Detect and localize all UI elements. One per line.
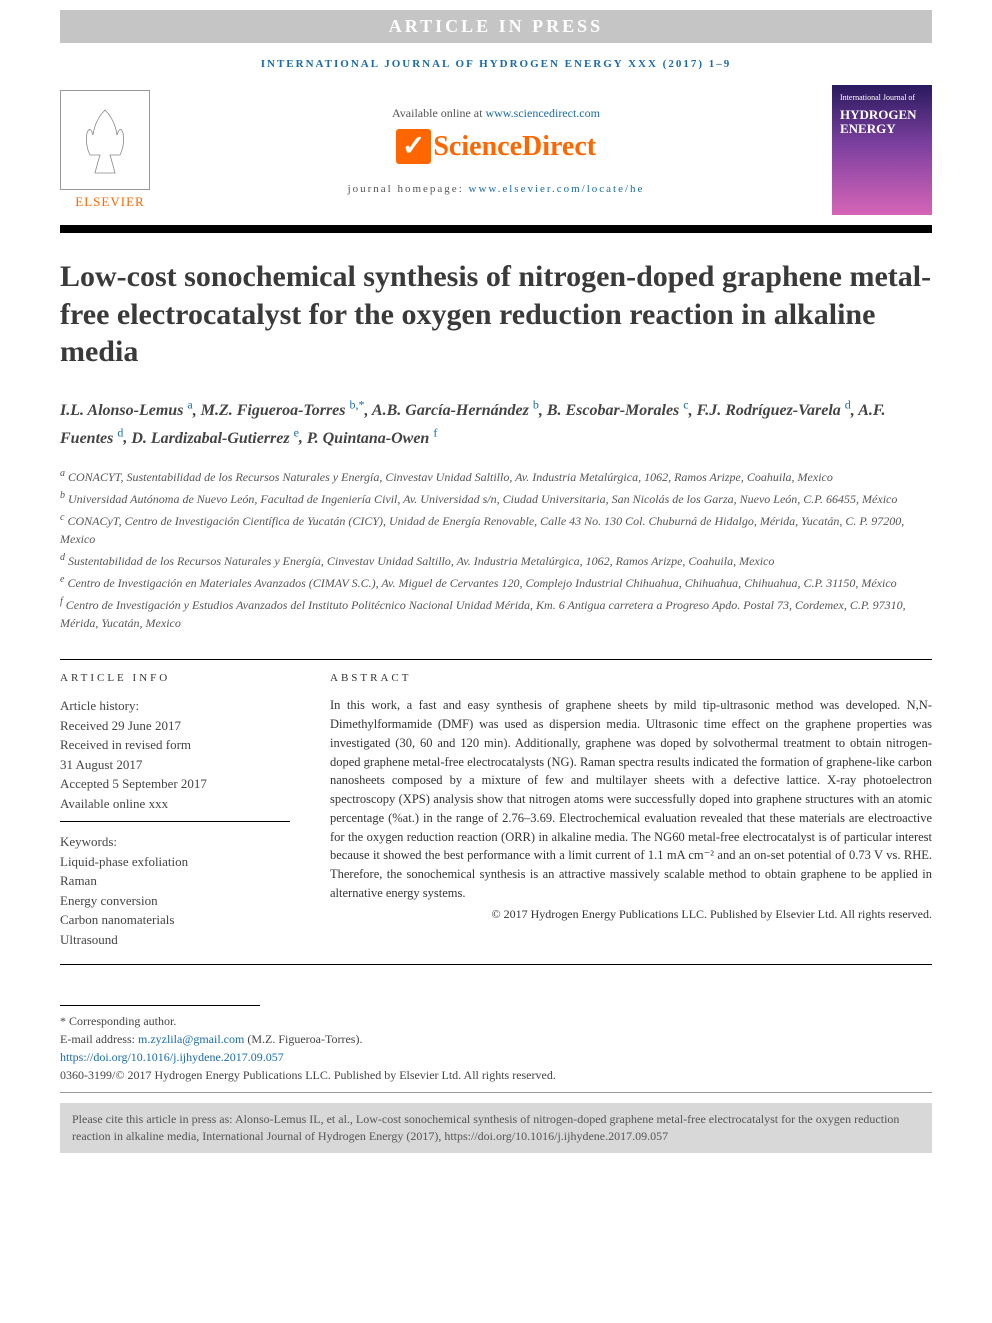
affiliation: b Universidad Autónoma de Nuevo León, Fa… <box>60 488 932 508</box>
doi-link[interactable]: https://doi.org/10.1016/j.ijhydene.2017.… <box>60 1050 284 1064</box>
elsevier-label: ELSEVIER <box>60 194 160 210</box>
article-info-heading: ARTICLE INFO <box>60 672 290 684</box>
corresponding-author: * Corresponding author. <box>60 1012 932 1030</box>
history-revised-date: 31 August 2017 <box>60 755 290 775</box>
thick-rule <box>60 225 932 233</box>
affiliation: c CONACyT, Centro de Investigación Cient… <box>60 510 932 548</box>
author-affil-sup: d <box>845 398 851 412</box>
keyword: Raman <box>60 871 290 891</box>
author-affil-sup: b,* <box>350 398 365 412</box>
journal-reference: INTERNATIONAL JOURNAL OF HYDROGEN ENERGY… <box>0 58 992 70</box>
affiliation: d Sustentabilidad de los Recursos Natura… <box>60 550 932 570</box>
keywords-label: Keywords: <box>60 832 290 852</box>
author[interactable]: I.L. Alonso-Lemus a <box>60 402 193 419</box>
keywords-block: Keywords: Liquid-phase exfoliationRamanE… <box>60 821 290 949</box>
available-online-text: Available online at www.sciencedirect.co… <box>160 106 832 121</box>
abstract-column: ABSTRACT In this work, a fast and easy s… <box>330 672 932 949</box>
keyword: Ultrasound <box>60 930 290 950</box>
header-row: ELSEVIER Available online at www.science… <box>0 85 992 215</box>
article-info-column: ARTICLE INFO Article history: Received 2… <box>60 672 290 949</box>
info-rule-bottom <box>60 964 932 965</box>
affiliation: f Centro de Investigación y Estudios Ava… <box>60 594 932 632</box>
author[interactable]: P. Quintana-Owen f <box>307 430 437 447</box>
journal-cover[interactable]: International Journal of HYDROGEN ENERGY <box>832 85 932 215</box>
center-header: Available online at www.sciencedirect.co… <box>160 106 832 195</box>
email-name: (M.Z. Figueroa-Torres). <box>244 1032 362 1046</box>
history-received: Received 29 June 2017 <box>60 716 290 736</box>
sciencedirect-url[interactable]: www.sciencedirect.com <box>485 106 600 120</box>
history-accepted: Accepted 5 September 2017 <box>60 774 290 794</box>
authors-list: I.L. Alonso-Lemus a, M.Z. Figueroa-Torre… <box>0 396 992 467</box>
author[interactable]: F.J. Rodríguez-Varela d <box>697 402 851 419</box>
elsevier-tree-icon <box>60 90 150 190</box>
elsevier-logo[interactable]: ELSEVIER <box>60 90 160 210</box>
email-link[interactable]: m.zyzlila@gmail.com <box>138 1032 244 1046</box>
issn-line: 0360-3199/© 2017 Hydrogen Energy Publica… <box>60 1066 932 1084</box>
affiliations-list: a CONACYT, Sustentabilidad de los Recurs… <box>0 466 992 644</box>
author-affil-sup: c <box>683 398 688 412</box>
article-title: Low-cost sonochemical synthesis of nitro… <box>0 243 992 396</box>
history-online: Available online xxx <box>60 794 290 814</box>
email-label: E-mail address: <box>60 1032 138 1046</box>
author[interactable]: D. Lardizabal-Gutierrez e <box>131 430 299 447</box>
article-history: Article history: Received 29 June 2017 R… <box>60 696 290 813</box>
history-revised: Received in revised form <box>60 735 290 755</box>
copyright-text: © 2017 Hydrogen Energy Publications LLC.… <box>330 907 932 922</box>
history-label: Article history: <box>60 696 290 716</box>
author-affil-sup: b <box>533 398 539 412</box>
keyword: Carbon nanomaterials <box>60 910 290 930</box>
abstract-text: In this work, a fast and easy synthesis … <box>330 696 932 902</box>
correspondence-block: * Corresponding author. E-mail address: … <box>0 1006 992 1090</box>
affiliation: a CONACYT, Sustentabilidad de los Recurs… <box>60 466 932 486</box>
journal-homepage: journal homepage: www.elsevier.com/locat… <box>160 183 832 195</box>
homepage-url[interactable]: www.elsevier.com/locate/he <box>469 183 645 195</box>
cover-title: HYDROGEN ENERGY <box>840 108 924 137</box>
sd-check-icon: ✓ <box>396 129 431 164</box>
author[interactable]: B. Escobar-Morales c <box>547 402 689 419</box>
article-in-press-banner: ARTICLE IN PRESS <box>60 10 932 43</box>
author-affil-sup: a <box>187 398 192 412</box>
author-affil-sup: e <box>294 425 299 439</box>
info-section: ARTICLE INFO Article history: Received 2… <box>0 672 992 949</box>
author[interactable]: A.B. García-Hernández b <box>372 402 539 419</box>
thin-rule <box>60 1092 932 1093</box>
keyword: Energy conversion <box>60 891 290 911</box>
info-rule-top <box>60 659 932 660</box>
sciencedirect-logo[interactable]: ✓ScienceDirect <box>160 129 832 163</box>
author-affil-sup: d <box>117 425 123 439</box>
keyword: Liquid-phase exfoliation <box>60 852 290 872</box>
affiliation: e Centro de Investigación en Materiales … <box>60 572 932 592</box>
cite-box: Please cite this article in press as: Al… <box>60 1103 932 1153</box>
cover-journal-name: International Journal of <box>840 93 924 102</box>
abstract-heading: ABSTRACT <box>330 672 932 684</box>
author[interactable]: M.Z. Figueroa-Torres b,* <box>201 402 365 419</box>
author-affil-sup: f <box>433 425 437 439</box>
